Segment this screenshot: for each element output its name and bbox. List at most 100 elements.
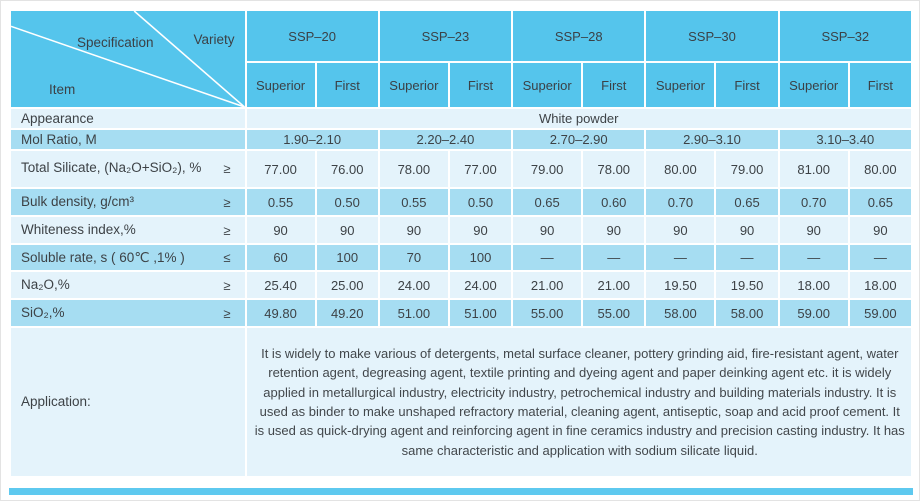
spec-value: 0.50 xyxy=(314,187,380,217)
spec-value: 0.65 xyxy=(847,187,914,217)
spec-value: 90 xyxy=(511,215,584,245)
spec-value: 59.00 xyxy=(777,298,850,328)
grade-header-first: First xyxy=(847,61,914,109)
spec-value: 0.60 xyxy=(581,187,647,217)
table-row-whiteness: Whiteness index,% ≥ 90 90 90 90 90 90 90… xyxy=(9,215,914,245)
spec-value: 100 xyxy=(447,243,514,272)
row-label-application: Application: xyxy=(9,326,247,478)
spec-value: 81.00 xyxy=(777,149,850,189)
spec-value: 0.70 xyxy=(644,187,717,217)
grade-header-superior: Superior xyxy=(511,61,584,109)
row-label-appearance: Appearance xyxy=(9,107,247,130)
table-row-appearance: Appearance White powder xyxy=(9,107,913,130)
row-label-whiteness: Whiteness index,% ≥ xyxy=(9,215,247,245)
spec-value: 18.00 xyxy=(777,270,850,300)
spec-value: 90 xyxy=(777,215,850,245)
grade-header-superior: Superior xyxy=(777,61,850,109)
spec-value: 90 xyxy=(847,215,914,245)
spec-value: 51.00 xyxy=(447,298,514,328)
greater-equal-symbol: ≥ xyxy=(223,160,231,176)
spec-value: 100 xyxy=(314,243,380,272)
spec-value: 21.00 xyxy=(511,270,584,300)
spec-value: 0.55 xyxy=(377,187,450,217)
product-header-ssp-30: SSP–30 xyxy=(644,9,780,63)
spec-value: 24.00 xyxy=(377,270,450,300)
mol-ratio-value: 2.90–3.10 xyxy=(644,128,780,151)
spec-value: 0.65 xyxy=(511,187,584,217)
table-row-soluble-rate: Soluble rate, s ( 60℃ ,1% ) ≤ 60 100 70 … xyxy=(9,243,914,272)
spec-value: 90 xyxy=(447,215,514,245)
greater-equal-symbol: ≥ xyxy=(223,194,231,210)
spec-value: 25.40 xyxy=(244,270,317,300)
grade-header-first: First xyxy=(447,61,514,109)
spec-value: 80.00 xyxy=(847,149,914,189)
product-header-ssp-32: SSP–32 xyxy=(777,9,914,63)
less-equal-symbol: ≤ xyxy=(223,250,231,265)
spec-value: 80.00 xyxy=(644,149,717,189)
spec-value: 90 xyxy=(581,215,647,245)
diagonal-divider-lines xyxy=(11,12,244,106)
spec-value: 0.50 xyxy=(447,187,514,217)
row-label-bulk-density: Bulk density, g/cm³ ≥ xyxy=(9,187,247,217)
bottom-accent-bar xyxy=(9,488,913,495)
spec-value: 19.50 xyxy=(644,270,717,300)
table-row-total-silicate: Total Silicate, (Na₂O+SiO₂), % ≥ 77.00 7… xyxy=(9,149,914,189)
grade-header-superior: Superior xyxy=(377,61,450,109)
product-spec-table: Specification Variety Item SSP–20 SSP–23… xyxy=(9,9,914,478)
greater-equal-symbol: ≥ xyxy=(223,222,231,238)
product-header-ssp-23: SSP–23 xyxy=(377,9,514,63)
spec-value: 18.00 xyxy=(847,270,914,300)
spec-value: 79.00 xyxy=(511,149,584,189)
row-label-mol-ratio: Mol Ratio, M xyxy=(9,128,247,151)
spec-value: 21.00 xyxy=(581,270,647,300)
spec-value: — xyxy=(644,243,717,272)
spec-value: 70 xyxy=(377,243,450,272)
spec-value: 90 xyxy=(714,215,780,245)
greater-equal-symbol: ≥ xyxy=(223,305,231,321)
table-row-application: Application: It is widely to make variou… xyxy=(9,326,913,478)
spec-value: 24.00 xyxy=(447,270,514,300)
grade-header-first: First xyxy=(314,61,380,109)
table-row-bulk-density: Bulk density, g/cm³ ≥ 0.55 0.50 0.55 0.5… xyxy=(9,187,914,217)
mol-ratio-value: 1.90–2.10 xyxy=(244,128,380,151)
spec-value: 90 xyxy=(244,215,317,245)
spec-value: 49.20 xyxy=(314,298,380,328)
application-text: It is widely to make various of detergen… xyxy=(244,326,913,478)
table-row-sio2: SiO₂,% ≥ 49.80 49.20 51.00 51.00 55.00 5… xyxy=(9,298,914,328)
mol-ratio-value: 2.20–2.40 xyxy=(377,128,514,151)
spec-value: — xyxy=(714,243,780,272)
spec-value: 19.50 xyxy=(714,270,780,300)
spec-value: 78.00 xyxy=(377,149,450,189)
spec-value: 55.00 xyxy=(581,298,647,328)
spec-value: 79.00 xyxy=(714,149,780,189)
spec-value: 49.80 xyxy=(244,298,317,328)
appearance-value: White powder xyxy=(244,107,913,130)
product-header-ssp-20: SSP–20 xyxy=(244,9,380,63)
grade-header-superior: Superior xyxy=(244,61,317,109)
spec-value: 77.00 xyxy=(244,149,317,189)
grade-header-first: First xyxy=(714,61,780,109)
spec-value: 58.00 xyxy=(644,298,717,328)
spec-value: 0.55 xyxy=(244,187,317,217)
row-label-soluble-rate: Soluble rate, s ( 60℃ ,1% ) ≤ xyxy=(9,243,247,272)
spec-value: — xyxy=(511,243,584,272)
greater-equal-symbol: ≥ xyxy=(223,277,231,293)
corner-header-cell: Specification Variety Item xyxy=(9,9,247,109)
spec-value: 77.00 xyxy=(447,149,514,189)
grade-header-first: First xyxy=(581,61,647,109)
spec-value: 76.00 xyxy=(314,149,380,189)
spec-value: — xyxy=(847,243,914,272)
spec-value: 90 xyxy=(314,215,380,245)
corner-label-specification: Specification xyxy=(77,35,154,50)
spec-value: 60 xyxy=(244,243,317,272)
row-label-sio2: SiO₂,% ≥ xyxy=(9,298,247,328)
table-row-mol-ratio: Mol Ratio, M 1.90–2.10 2.20–2.40 2.70–2.… xyxy=(9,128,914,151)
row-label-na2o: Na₂O,% ≥ xyxy=(9,270,247,300)
spec-value: 90 xyxy=(644,215,717,245)
corner-label-item: Item xyxy=(49,82,76,97)
spec-value: 90 xyxy=(377,215,450,245)
mol-ratio-value: 2.70–2.90 xyxy=(511,128,647,151)
spec-value: 58.00 xyxy=(714,298,780,328)
table-row-na2o: Na₂O,% ≥ 25.40 25.00 24.00 24.00 21.00 2… xyxy=(9,270,914,300)
